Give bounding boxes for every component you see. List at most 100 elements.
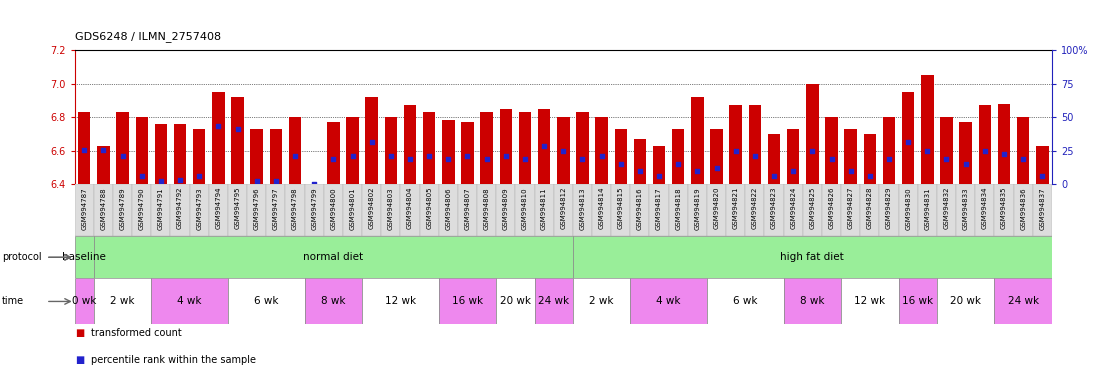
Text: 6 wk: 6 wk: [254, 296, 279, 306]
Point: [133, 173, 150, 179]
Bar: [595, 117, 608, 184]
Bar: [729, 105, 742, 184]
Bar: [535, 278, 573, 324]
Bar: [343, 184, 362, 236]
Text: GSM994837: GSM994837: [1040, 187, 1045, 230]
Text: 2 wk: 2 wk: [590, 296, 614, 306]
Text: GSM994832: GSM994832: [943, 187, 950, 229]
Bar: [1033, 184, 1052, 236]
Point: [228, 126, 246, 132]
Text: GSM994803: GSM994803: [388, 187, 394, 230]
Bar: [650, 184, 669, 236]
Bar: [477, 184, 496, 236]
Bar: [193, 129, 205, 184]
Point: [727, 148, 744, 154]
Point: [822, 156, 840, 162]
Bar: [822, 184, 841, 236]
Bar: [707, 184, 726, 236]
Bar: [573, 278, 630, 324]
Point: [631, 168, 649, 174]
Text: GSM994817: GSM994817: [657, 187, 662, 230]
Bar: [113, 184, 132, 236]
Point: [861, 173, 878, 179]
Bar: [381, 184, 401, 236]
Point: [382, 153, 400, 159]
Bar: [439, 278, 496, 324]
Bar: [401, 184, 419, 236]
Bar: [439, 184, 458, 236]
Text: 4 wk: 4 wk: [178, 296, 202, 306]
Text: GSM994795: GSM994795: [235, 187, 240, 229]
Text: GSM994800: GSM994800: [330, 187, 336, 230]
Bar: [285, 184, 304, 236]
Text: 8 wk: 8 wk: [800, 296, 825, 306]
Point: [899, 139, 917, 146]
Bar: [612, 184, 630, 236]
Point: [881, 156, 898, 162]
Text: 16 wk: 16 wk: [452, 296, 483, 306]
Text: GSM994787: GSM994787: [81, 187, 87, 230]
Text: GSM994791: GSM994791: [158, 187, 164, 230]
Bar: [155, 124, 167, 184]
Bar: [267, 184, 285, 236]
Text: GSM994821: GSM994821: [732, 187, 739, 229]
Text: GSM994799: GSM994799: [311, 187, 317, 230]
Bar: [1013, 184, 1033, 236]
Bar: [630, 278, 707, 324]
Point: [765, 173, 783, 179]
Bar: [576, 112, 589, 184]
Bar: [93, 278, 152, 324]
Bar: [538, 109, 550, 184]
Bar: [883, 117, 895, 184]
Text: GSM994816: GSM994816: [637, 187, 643, 230]
Bar: [615, 129, 627, 184]
Bar: [270, 129, 282, 184]
Bar: [304, 278, 362, 324]
Point: [995, 151, 1012, 157]
Point: [153, 178, 170, 184]
Bar: [844, 129, 856, 184]
Bar: [132, 184, 152, 236]
Point: [784, 168, 802, 174]
Text: GSM994788: GSM994788: [100, 187, 107, 230]
Text: GSM994801: GSM994801: [349, 187, 356, 230]
Point: [248, 178, 266, 184]
Point: [688, 168, 706, 174]
Bar: [190, 184, 209, 236]
Text: GSM994829: GSM994829: [886, 187, 892, 229]
Bar: [362, 278, 439, 324]
Bar: [170, 184, 190, 236]
Bar: [346, 117, 359, 184]
Bar: [956, 184, 975, 236]
Point: [362, 139, 380, 146]
Text: GSM994834: GSM994834: [982, 187, 988, 229]
Text: percentile rank within the sample: percentile rank within the sample: [91, 355, 256, 365]
Text: GDS6248 / ILMN_2757408: GDS6248 / ILMN_2757408: [75, 31, 221, 42]
Bar: [75, 278, 93, 324]
Bar: [784, 278, 841, 324]
Text: GSM994798: GSM994798: [292, 187, 298, 230]
Bar: [784, 184, 803, 236]
Text: 20 wk: 20 wk: [500, 296, 530, 306]
Bar: [653, 146, 665, 184]
Point: [593, 153, 610, 159]
Bar: [496, 278, 535, 324]
Bar: [152, 278, 228, 324]
Bar: [921, 75, 933, 184]
Text: GSM994826: GSM994826: [829, 187, 834, 229]
Bar: [898, 184, 918, 236]
Bar: [672, 129, 684, 184]
Text: 12 wk: 12 wk: [384, 296, 416, 306]
Point: [650, 173, 668, 179]
Bar: [746, 184, 764, 236]
Bar: [841, 184, 860, 236]
Text: 24 wk: 24 wk: [538, 296, 569, 306]
Bar: [630, 184, 650, 236]
Text: protocol: protocol: [2, 252, 42, 262]
Bar: [362, 184, 381, 236]
Text: GSM994811: GSM994811: [541, 187, 547, 230]
Bar: [98, 146, 110, 184]
Bar: [384, 117, 397, 184]
Text: time: time: [2, 296, 24, 306]
Point: [190, 173, 208, 179]
